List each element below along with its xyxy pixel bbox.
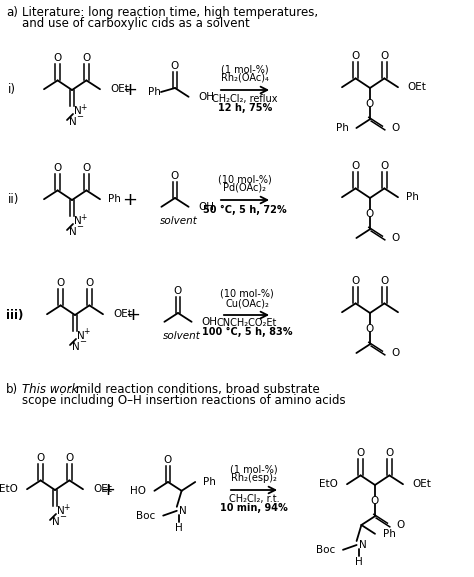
Text: O: O [82,163,91,174]
Text: Ph: Ph [108,194,121,204]
Text: Boc: Boc [316,545,335,555]
Text: OEt: OEt [407,82,426,92]
Text: O: O [380,276,389,286]
Text: scope including O–H insertion reactions of amino acids: scope including O–H insertion reactions … [22,394,346,407]
Text: N: N [359,540,366,550]
Text: O: O [380,162,389,171]
Text: O: O [366,324,374,334]
Text: OEt: OEt [93,484,112,494]
Text: O: O [82,54,91,63]
Text: Rh₂(OAc)₄: Rh₂(OAc)₄ [221,73,269,83]
Text: Ph: Ph [383,529,396,539]
Text: i): i) [8,84,16,96]
Text: 12 h, 75%: 12 h, 75% [218,103,272,113]
Text: Literature: long reaction time, high temperatures,: Literature: long reaction time, high tem… [22,6,318,19]
Text: H: H [175,523,182,533]
Text: OH: OH [201,317,218,327]
Text: −: − [59,512,66,522]
Text: O: O [54,163,62,174]
Text: O: O [65,454,73,463]
Text: This work: This work [22,383,78,396]
Text: (10 mol-%): (10 mol-%) [218,174,272,184]
Text: (1 mol-%): (1 mol-%) [230,464,278,474]
Text: N: N [72,342,80,352]
Text: Cu(OAc)₂: Cu(OAc)₂ [225,298,269,308]
Text: O: O [352,276,360,286]
Text: +: + [80,103,86,111]
Text: 50 °C, 5 h, 72%: 50 °C, 5 h, 72% [203,205,287,215]
Text: O: O [164,455,172,465]
Text: +: + [122,191,137,209]
Text: O: O [366,99,374,109]
Text: O: O [36,454,45,463]
Text: N: N [179,506,187,516]
Text: OH: OH [199,92,215,102]
Text: 100 °C, 5 h, 83%: 100 °C, 5 h, 83% [202,327,292,337]
Text: −: − [76,223,83,231]
Text: O: O [85,278,93,288]
Text: ii): ii) [8,193,19,207]
Text: O: O [397,520,405,530]
Text: OH: OH [199,202,215,212]
Text: +: + [83,328,90,336]
Text: : mild reaction conditions, broad substrate: : mild reaction conditions, broad substr… [68,383,320,396]
Text: solvent: solvent [160,216,198,226]
Text: N: N [57,506,65,516]
Text: H: H [355,557,363,567]
Text: Ph: Ph [336,123,348,133]
Text: O: O [356,448,365,458]
Text: CNCH₂CO₂Et: CNCH₂CO₂Et [217,318,277,328]
Text: iii): iii) [6,309,23,321]
Text: O: O [392,233,400,243]
Text: +: + [80,212,86,222]
Text: OEt: OEt [113,309,132,319]
Text: Pd(OAc)₂: Pd(OAc)₂ [224,183,266,193]
Text: O: O [352,162,360,171]
Text: O: O [366,209,374,219]
Text: Boc: Boc [136,511,155,520]
Text: N: N [69,227,77,237]
Text: CH₂Cl₂, reflux: CH₂Cl₂, reflux [212,94,278,104]
Text: O: O [392,123,400,133]
Text: O: O [392,348,400,358]
Text: −: − [76,113,83,122]
Text: O: O [171,61,179,71]
Text: O: O [171,171,179,181]
Text: CH₂Cl₂, r.t.: CH₂Cl₂, r.t. [228,494,279,504]
Text: Ph: Ph [203,477,216,487]
Text: OEt: OEt [412,479,431,489]
Text: N: N [52,517,60,527]
Text: O: O [54,54,62,63]
Text: +: + [63,503,69,511]
Text: OEt: OEt [110,84,129,94]
Text: O: O [380,51,389,61]
Text: Ph: Ph [406,192,419,202]
Text: solvent: solvent [163,331,201,341]
Text: a): a) [6,6,18,19]
Text: EtO: EtO [319,479,338,489]
Text: +: + [122,81,137,99]
Text: O: O [371,496,379,506]
Text: b): b) [6,383,18,396]
Text: −: − [79,338,86,347]
Text: O: O [174,286,182,296]
Text: Rh₂(esp)₂: Rh₂(esp)₂ [231,473,277,483]
Text: O: O [385,448,393,458]
Text: N: N [74,216,82,226]
Text: HO: HO [130,486,146,496]
Text: N: N [77,331,85,341]
Text: O: O [352,51,360,61]
Text: +: + [100,481,116,499]
Text: N: N [69,117,77,127]
Text: and use of carboxylic cids as a solvent: and use of carboxylic cids as a solvent [22,17,250,30]
Text: EtO: EtO [0,484,18,494]
Text: (1 mol-%): (1 mol-%) [221,64,269,74]
Text: +: + [126,306,140,324]
Text: Ph: Ph [148,87,161,97]
Text: 10 min, 94%: 10 min, 94% [220,503,288,513]
Text: (10 mol-%): (10 mol-%) [220,289,274,299]
Text: O: O [56,278,65,288]
Text: N: N [74,106,82,116]
